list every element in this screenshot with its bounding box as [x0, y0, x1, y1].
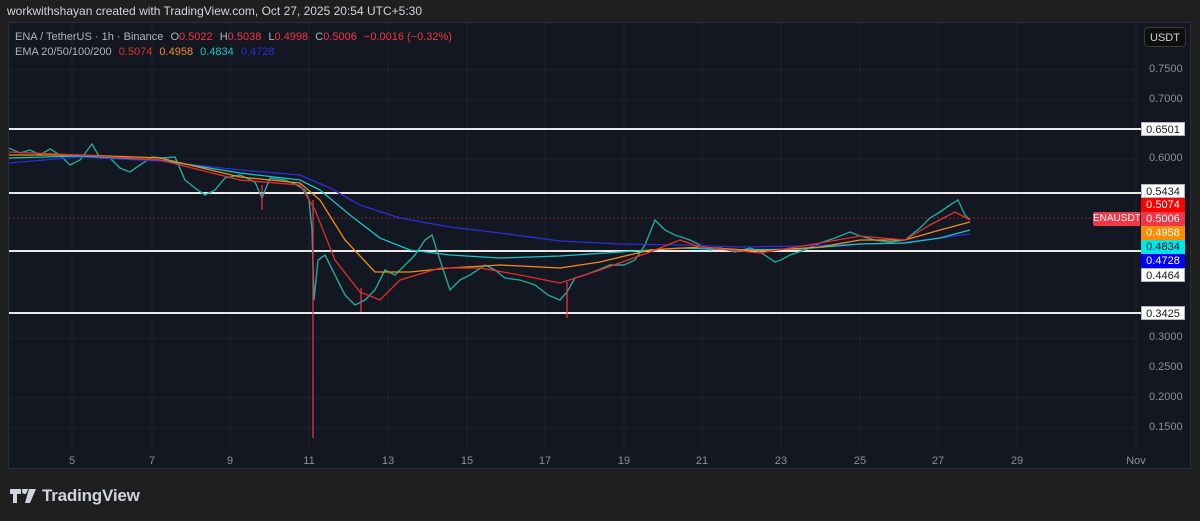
y-tick: 0.7500: [1149, 63, 1183, 75]
ema20-tag: 0.5074: [1141, 198, 1185, 212]
ema50-value: 0.4958: [159, 46, 194, 58]
ema200-value: 0.4728: [240, 46, 275, 58]
ema100-tag: 0.4834: [1141, 240, 1185, 254]
symbol-tag: ENAUSDT: [1093, 212, 1141, 226]
x-tick: 5: [68, 455, 76, 467]
x-tick: 7: [148, 455, 156, 467]
tradingview-logo-icon: [10, 489, 36, 503]
x-tick: 21: [695, 455, 709, 467]
y-tick: 0.1500: [1149, 421, 1183, 433]
grid: [9, 23, 1137, 450]
ema50-line: [9, 154, 971, 273]
x-tick: 9: [226, 455, 234, 467]
ema200-line: [8, 156, 971, 248]
y-tick: 0.2500: [1149, 361, 1183, 373]
ema-title: EMA 20/50/100/200: [15, 46, 112, 58]
price-change: −0.0016 (−0.32%): [363, 31, 452, 43]
ohlc-low: L0.4998: [268, 31, 309, 43]
x-tick: 19: [617, 455, 631, 467]
ema20-value: 0.5074: [118, 46, 153, 58]
ohlc-high: H0.5038: [219, 31, 262, 43]
y-tick: 0.2000: [1149, 391, 1183, 403]
currency-button[interactable]: USDT: [1144, 27, 1186, 47]
support-resistance-levels: [9, 128, 1141, 314]
ema100-line: [8, 155, 971, 259]
ema-lines: [8, 151, 971, 301]
level-tag: 0.4464: [1141, 268, 1185, 282]
y-tick: 0.7000: [1149, 93, 1183, 105]
chart-legend: ENA / TetherUS · 1h · Binance O0.5022 H0…: [15, 30, 456, 60]
level-tag: 0.3425: [1141, 306, 1185, 320]
level-tag: 0.6501: [1141, 122, 1185, 136]
candles: [8, 142, 971, 438]
chart-credit: workwithshayan created with TradingView.…: [7, 4, 423, 18]
x-tick: Nov: [1126, 455, 1146, 467]
ohlc-open: O0.5022: [170, 31, 213, 43]
last-price-tag: 0.5006: [1141, 212, 1185, 226]
y-tick: 0.6000: [1149, 152, 1183, 164]
x-tick: 25: [853, 455, 867, 467]
x-tick: 15: [460, 455, 474, 467]
x-tick: 11: [303, 455, 315, 467]
x-tick: 17: [538, 455, 552, 467]
brand-name: TradingView: [42, 486, 140, 505]
x-tick: 29: [1010, 455, 1024, 467]
ema50-tag: 0.4958: [1141, 226, 1185, 240]
ema-legend-row: EMA 20/50/100/200 0.5074 0.4958 0.4834 0…: [15, 45, 456, 60]
symbol-title: ENA / TetherUS · 1h · Binance: [15, 31, 164, 43]
x-tick: 23: [774, 455, 788, 467]
symbol-legend-row: ENA / TetherUS · 1h · Binance O0.5022 H0…: [15, 30, 456, 45]
chart-frame[interactable]: [8, 22, 1191, 469]
y-tick: 0.3000: [1149, 331, 1183, 343]
level-tag: 0.5434: [1141, 184, 1185, 198]
ohlc-close: C0.5006: [315, 31, 357, 43]
x-tick: 13: [381, 455, 395, 467]
x-tick: 27: [931, 455, 945, 467]
tradingview-logo[interactable]: TradingView: [10, 486, 140, 506]
ema20-line: [8, 151, 971, 301]
ema100-value: 0.4834: [200, 46, 234, 58]
ema200-tag: 0.4728: [1141, 254, 1185, 268]
